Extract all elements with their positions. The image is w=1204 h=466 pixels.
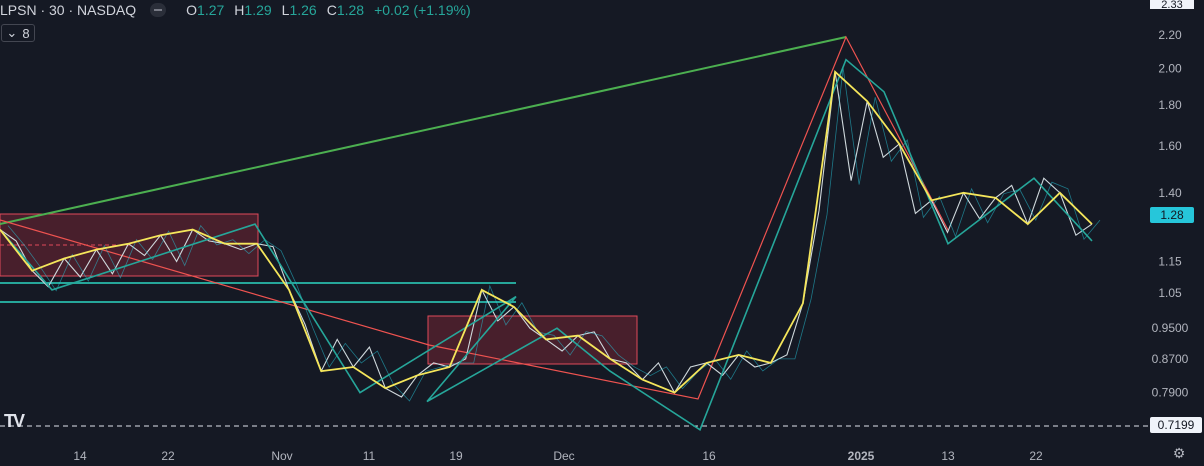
chevron-down-icon: ⌄	[6, 25, 18, 40]
y-tick-label: 2.20	[1158, 28, 1182, 42]
x-tick-label: 2025	[848, 449, 875, 463]
current-price-label: 1.28	[1150, 207, 1194, 223]
x-tick-label: 11	[363, 449, 376, 463]
high-label: H	[234, 2, 245, 18]
close-label: C	[326, 2, 337, 18]
x-tick-label: Nov	[271, 449, 292, 463]
gear-icon[interactable]: ⚙	[1172, 445, 1186, 461]
tradingview-logo[interactable]: TV	[4, 411, 25, 431]
top-price-label: 2.33	[1150, 0, 1194, 9]
range-box-2	[427, 315, 638, 365]
low-value: 1.26	[289, 2, 317, 18]
x-tick-label: 16	[702, 449, 716, 463]
close-value: 1.28	[336, 2, 365, 18]
y-axis: 2.20 2.00 1.80 1.60 1.40 1.15 1.05 0.9500 0.8700…	[1152, 28, 1189, 400]
y-tick-label: 0.7900	[1152, 386, 1189, 400]
zigzag-yellow-line	[0, 69, 1093, 394]
zigzag-teal	[0, 58, 1093, 432]
zigzag-yellow	[0, 69, 1093, 394]
y-tick-label: 0.9500	[1152, 321, 1189, 335]
y-tick-label: 2.00	[1158, 61, 1182, 75]
low-label: L	[281, 2, 290, 18]
high-value: 1.29	[244, 2, 272, 18]
y-tick-label: 1.05	[1158, 286, 1182, 300]
x-tick-label: 14	[73, 449, 87, 463]
x-tick-label: 22	[1029, 449, 1043, 463]
x-tick-label: Dec	[553, 449, 574, 463]
x-axis: 14 22 Nov 11 19 Dec 16 2025 13 22	[73, 449, 1043, 463]
open-label: O	[186, 2, 198, 18]
x-tick-label: 19	[449, 449, 463, 463]
open-value: 1.27	[197, 2, 225, 18]
symbol-title[interactable]: LPSN · 30 · NASDAQ	[0, 2, 137, 18]
symbol-header: LPSN · 30 · NASDAQ O1.27 H1.29 L1.26 C1.…	[0, 0, 475, 20]
y-tick-label: 1.60	[1158, 139, 1182, 153]
trend-lines	[0, 35, 949, 400]
bottom-price-label: 0.7199	[1150, 417, 1202, 433]
price-noise-line	[7, 67, 1101, 402]
y-tick-label: 1.40	[1158, 186, 1182, 200]
y-tick-label: 1.15	[1158, 255, 1182, 269]
support-lines	[0, 282, 1150, 427]
red-trend-line	[0, 35, 949, 400]
change-value: +0.02 (+1.19%)	[374, 2, 471, 18]
green-trend-line	[0, 36, 847, 225]
minus-icon[interactable]	[150, 3, 167, 17]
x-tick-label: 13	[941, 449, 955, 463]
indicators-toggle-button[interactable]: ⌄ 8	[1, 24, 35, 42]
x-tick-label: 22	[161, 449, 175, 463]
y-tick-label: 1.80	[1158, 98, 1182, 112]
y-tick-label: 0.8700	[1152, 352, 1189, 366]
zigzag-teal-line	[0, 58, 1093, 432]
indicator-count: 8	[22, 25, 30, 41]
